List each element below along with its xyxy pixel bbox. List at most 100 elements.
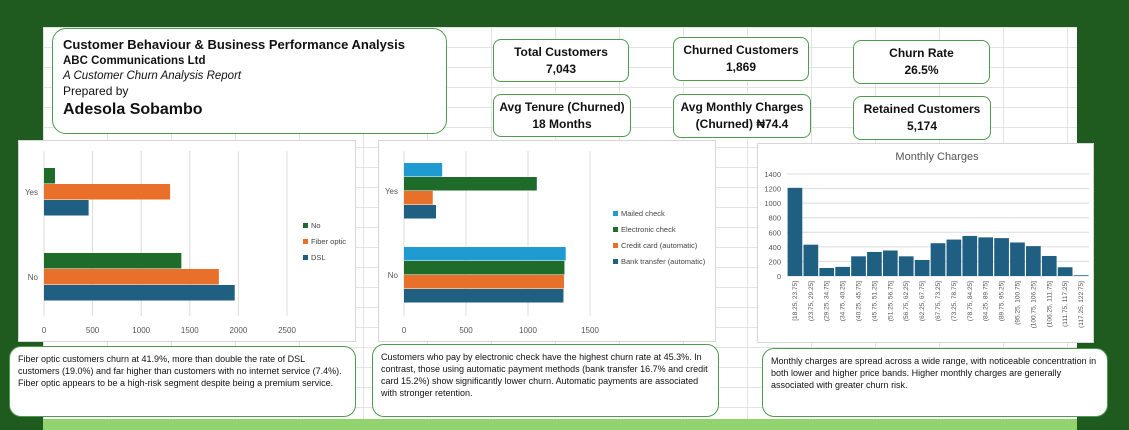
legend-swatch [613,243,618,248]
histogram-bar [867,251,882,276]
legend-swatch [613,227,618,232]
histogram-bar [930,243,946,276]
bar-mailed-check [404,247,566,261]
x-tick-label: (95.25, 100.75] [1014,281,1021,325]
histogram-bar [835,266,850,276]
x-tick-label: 500 [459,326,473,335]
x-tick-label: (62.25, 67.75] [919,281,926,321]
legend-swatch [613,259,618,264]
histogram-bar [994,238,1009,276]
histogram-bar [1041,255,1057,276]
monthly-charges-chart: Monthly Charges 0 200 400 600 800 1000 1200 1400… [764,151,1089,329]
x-tick-label: (106.25, 111.75] [1046,281,1053,328]
y-tick-label: 0 [777,272,781,281]
legend-swatch [303,223,308,228]
kpi-retained-customers: Retained Customers 5,174 [853,96,991,140]
payment-insight-text: Customers who pay by electronic check ha… [381,352,708,398]
histogram-bar [803,244,819,276]
bar-fiber-optic [44,269,219,285]
y-tick-label: 1000 [764,199,781,208]
histogram-bar [946,239,962,276]
report-subtitle: A Customer Churn Analysis Report [63,70,242,82]
category-label: No [388,271,399,280]
report-title-card: Customer Behaviour & Business Performanc… [52,28,447,134]
x-tick-label: (45.75, 51.25] [871,281,878,321]
monthly-insight-note: Monthly charges are spread across a wide… [762,348,1108,417]
x-tick-label: 2000 [230,326,248,335]
kpi-total-customers: Total Customers 7,043 [493,39,629,82]
report-title: Customer Behaviour & Business Performanc… [63,37,405,52]
legend-label: Mailed check [621,209,665,218]
histogram-bar [898,256,914,276]
chart-title: Monthly Charges [895,151,979,163]
internet-service-chart-panel[interactable]: 0 500 1000 1500 2000 2500 Yes No No Fiber optic DS… [18,140,356,342]
company-name: ABC Communications Ltd [63,55,206,67]
bar-electronic-check [404,261,565,275]
x-tick-label: (23.75, 29.25] [808,281,815,321]
legend-swatch [303,255,308,260]
x-tick-label: [18.25, 23.75] [792,281,799,321]
legend-label: Fiber optic [311,237,346,246]
bar-credit-card-automatic- [404,191,433,205]
legend-label: DSL [311,253,326,262]
monthly-insight-text: Monthly charges are spread across a wide… [771,356,1097,390]
y-tick-label: 1400 [764,170,781,179]
histogram-bar [1073,275,1089,276]
legend-label: No [311,221,321,230]
payment-method-chart-panel[interactable]: 0 500 1000 1500 Yes No Mailed check Electronic … [378,140,716,342]
prepared-by-label: Prepared by [63,84,129,98]
histogram-bar [1026,246,1041,276]
kpi-value: 5,174 [906,119,938,133]
histogram-bar [851,256,866,276]
category-label: No [28,273,39,282]
histogram-bar [787,187,803,276]
x-tick-label: (84.25, 89.75] [983,281,990,321]
histogram-bar [1010,242,1025,276]
internet-insight-note: Fiber optic customers churn at 41.9%, mo… [9,346,356,417]
y-tick-label: 600 [768,228,781,237]
bar-electronic-check [404,177,537,191]
x-tick-label: (89.75, 95.25] [999,281,1006,321]
x-tick-label: (111.75, 117.25] [1062,281,1069,327]
kpi-label: Avg Tenure (Churned) [499,99,625,114]
internet-insight-text: Fiber optic customers churn at 41.9%, mo… [18,354,342,388]
x-tick-label: (100.75, 106.25] [1030,281,1037,329]
x-tick-label: (117.25, 122.75] [1078,281,1085,328]
x-tick-label: 0 [42,326,47,335]
kpi-churned-customers: Churned Customers 1,869 [673,37,809,81]
y-tick-label: 800 [768,214,781,223]
histogram-bar [962,235,978,276]
kpi-churn-rate: Churn Rate 26.5% [853,40,990,84]
x-tick-label: (56.75, 62.25] [903,281,910,321]
bar-fiber-optic [44,184,171,200]
bar-dsl [44,285,235,301]
x-tick-label: (51.25, 56.75] [887,281,894,321]
legend-swatch [303,239,308,244]
payment-insight-note: Customers who pay by electronic check ha… [372,344,719,417]
y-tick-label: 200 [768,257,781,266]
monthly-charges-chart-panel[interactable]: Monthly Charges 0 200 400 600 800 1000 1200 1400… [757,143,1094,343]
internet-service-chart: 0 500 1000 1500 2000 2500 Yes No No Fiber optic DS… [25,151,346,335]
bar-bank-transfer-automatic- [404,289,564,303]
histogram-bar [914,259,930,276]
x-tick-label: 2500 [278,326,296,335]
x-tick-label: 1000 [132,326,150,335]
bar-mailed-check [404,163,443,177]
bar-no [44,253,182,269]
kpi-value: 26.5% [904,63,939,77]
kpi-value: 1,869 [725,60,757,74]
x-tick-label: (34.75, 40.25] [840,281,847,321]
kpi-value: 7,043 [545,61,577,76]
histogram-bar [978,237,994,276]
x-tick-label: (73.25, 78.75] [951,281,958,321]
category-label: Yes [385,187,398,196]
kpi-avg-tenure: Avg Tenure (Churned) 18 Months [493,94,631,137]
kpi-label: Churn Rate [889,46,954,60]
x-tick-label: 1500 [581,326,599,335]
kpi-label: Total Customers [514,44,608,59]
bar-credit-card-automatic- [404,275,564,289]
payment-method-chart: 0 500 1000 1500 Yes No Mailed check Electronic … [385,151,706,335]
legend-label: Electronic check [621,225,676,234]
bar-dsl [44,200,89,216]
x-tick-label: 1000 [519,326,537,335]
